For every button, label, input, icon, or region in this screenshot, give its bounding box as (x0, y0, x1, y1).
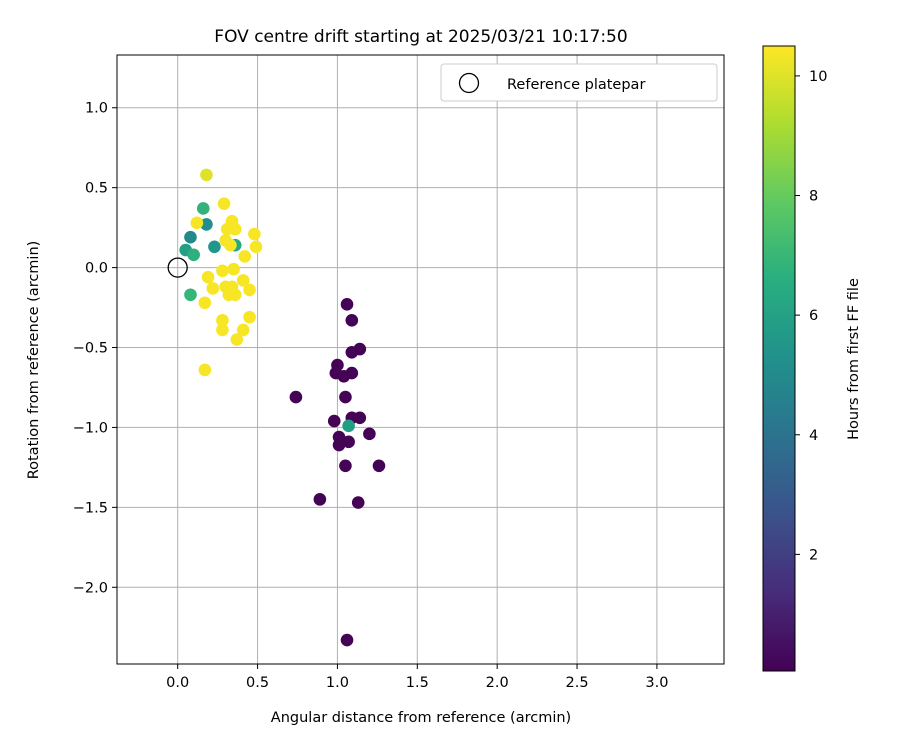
data-point (243, 310, 256, 324)
data-point (217, 197, 231, 210)
data-point (200, 168, 213, 182)
data-point (363, 427, 376, 441)
reference-platepar-marker (167, 257, 188, 278)
data-point (184, 230, 197, 244)
data-point (289, 390, 303, 404)
data-point (342, 435, 355, 449)
y-axis-label: Rotation from reference (arcmin) (26, 241, 42, 480)
y-tick-label: −1.0 (73, 420, 108, 436)
data-point (190, 216, 204, 230)
y-tick-label: −0.5 (73, 341, 108, 357)
chart-title: FOV centre drift starting at 2025/03/21 … (214, 27, 627, 47)
colorbar-tick-label: 2 (809, 547, 818, 563)
x-tick-label: 2.5 (566, 675, 589, 691)
data-point (342, 419, 355, 433)
data-point (236, 323, 250, 337)
data-point (248, 227, 261, 241)
data-point (216, 323, 229, 337)
data-point (238, 250, 252, 263)
legend-reference-icon (458, 72, 480, 94)
data-point (340, 298, 354, 311)
colorbar-label: Hours from first FF file (846, 278, 862, 440)
legend-reference-label: Reference platepar (507, 77, 645, 93)
data-point (184, 288, 197, 302)
x-axis-ticks: 0.0 0.5 1.0 1.5 2.0 2.5 3.0 (166, 664, 668, 691)
data-point (353, 411, 367, 425)
data-point (196, 202, 210, 215)
data-point (345, 314, 359, 327)
data-point (353, 342, 367, 356)
data-point (345, 366, 359, 380)
data-point (243, 283, 256, 297)
y-tick-label: −2.0 (73, 580, 108, 596)
colorbar-tick-label: 4 (809, 428, 818, 444)
data-point (216, 314, 229, 327)
data-point (200, 218, 213, 231)
data-point (208, 240, 221, 254)
data-point (201, 270, 215, 284)
x-tick-label: 0.0 (166, 675, 189, 691)
x-axis-label: Angular distance from reference (arcmin) (271, 710, 571, 726)
data-point (313, 493, 327, 506)
data-point (340, 633, 354, 647)
plot-frame (116, 54, 725, 665)
legend-box (440, 63, 718, 102)
data-point (351, 496, 365, 509)
colorbar: 2 4 6 8 10 Hours from first FF file (762, 45, 862, 672)
data-point (206, 282, 220, 295)
data-point (339, 459, 352, 473)
y-tick-label: 1.0 (85, 101, 108, 117)
colorbar-ticks: 2 4 6 8 10 (795, 69, 827, 563)
data-point (198, 296, 212, 310)
data-point (198, 363, 212, 377)
x-tick-label: 0.5 (246, 675, 269, 691)
colorbar-gradient (762, 45, 796, 672)
y-axis-ticks: 1.0 0.5 0.0 −0.5 −1.0 −1.5 −2.0 (73, 101, 117, 596)
data-point (187, 248, 200, 262)
grid-lines (117, 55, 724, 664)
x-tick-label: 1.0 (326, 675, 349, 691)
colorbar-tick-label: 10 (809, 69, 827, 85)
data-point (230, 333, 244, 346)
y-tick-label: −1.5 (73, 500, 108, 516)
data-point (332, 438, 346, 452)
data-point (228, 222, 242, 236)
x-tick-label: 2.0 (486, 675, 509, 691)
data-point (228, 288, 242, 302)
x-tick-label: 3.0 (645, 675, 668, 691)
data-point (339, 390, 352, 404)
data-point (372, 459, 386, 473)
colorbar-tick-label: 6 (809, 308, 818, 324)
colorbar-tick-label: 8 (809, 189, 818, 205)
legend: Reference platepar (440, 63, 718, 102)
y-tick-label: 0.5 (85, 181, 108, 197)
scatter-points (179, 168, 386, 647)
data-point (249, 240, 263, 254)
data-point (224, 238, 237, 252)
x-tick-label: 1.5 (406, 675, 429, 691)
data-point (236, 274, 250, 287)
data-point (227, 262, 240, 276)
y-tick-label: 0.0 (85, 261, 108, 277)
data-point (216, 264, 229, 278)
data-point (327, 414, 341, 428)
